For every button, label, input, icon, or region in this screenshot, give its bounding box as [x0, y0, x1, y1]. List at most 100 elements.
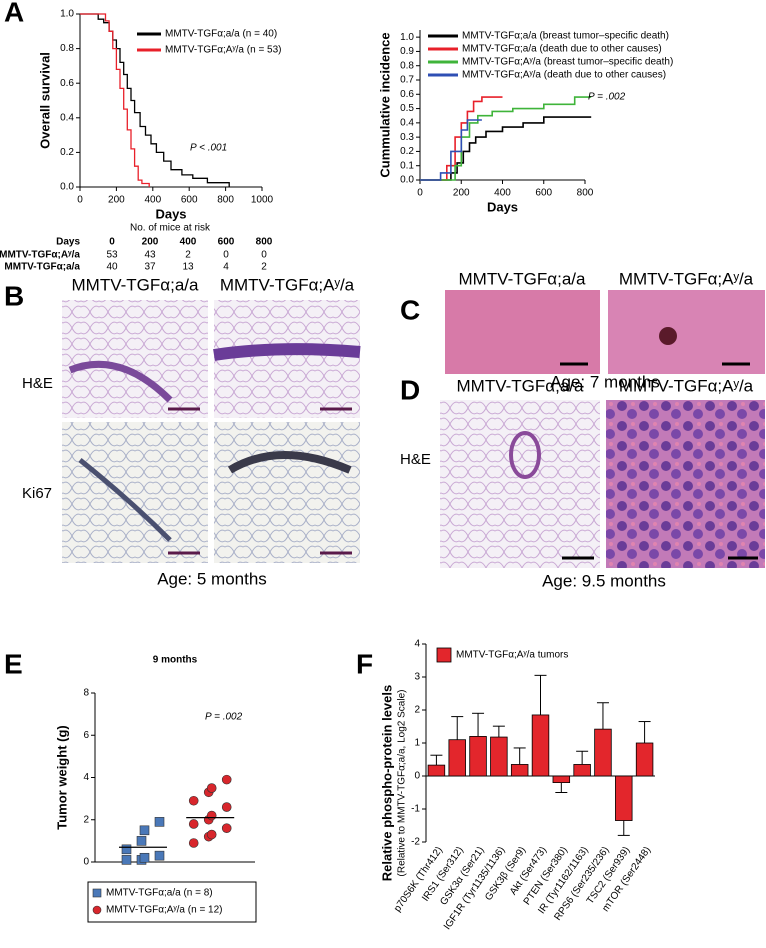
y-tick-label: 0.2 — [400, 146, 414, 157]
y-tick-label: -2 — [411, 837, 420, 848]
x-tick-label: 800 — [577, 188, 594, 199]
legend-label: MMTV-TGFα;Aʸ/a (n = 53) — [165, 45, 282, 56]
annotation: P = .002 — [205, 712, 243, 723]
risk-table-header: 600 — [218, 237, 235, 248]
column-heading: MMTV-TGFα;Aʸ/a — [619, 376, 754, 395]
x-tick-label: 0 — [417, 188, 423, 199]
histology-image — [440, 400, 600, 568]
y-tick-label: 0.5 — [400, 103, 414, 114]
survival-line — [420, 116, 592, 181]
annotation: P < .001 — [190, 143, 227, 154]
y-tick-label: 2 — [414, 705, 420, 716]
data-point — [206, 783, 217, 793]
survival-line — [80, 13, 230, 187]
survival-line — [80, 13, 150, 187]
y-tick-label: 8 — [83, 688, 89, 699]
data-point — [188, 795, 199, 806]
row-label: H&E — [400, 451, 431, 468]
x-axis-label: Days — [155, 206, 186, 221]
risk-table-cell: 40 — [106, 262, 118, 273]
data-point — [206, 810, 217, 821]
y-tick-label: -1 — [411, 804, 420, 815]
x-axis-label: Days — [487, 199, 518, 214]
risk-table-cell: 4 — [223, 262, 229, 273]
y-tick-label: 0.0 — [400, 175, 414, 186]
x-tick-label: 400 — [144, 195, 161, 206]
risk-table-cell: 43 — [144, 250, 156, 261]
bar — [531, 714, 550, 777]
risk-table-cell: 2 — [261, 262, 267, 273]
y-tick-label: 0 — [414, 771, 420, 782]
histology-duct — [213, 343, 361, 361]
data-point — [188, 819, 199, 829]
caption: Age: 7 months — [550, 372, 660, 391]
data-point — [136, 836, 147, 846]
legend-label: MMTV-TGFα;Aʸ/a tumors — [456, 650, 568, 661]
legend-label: MMTV-TGFα;a/a (breast tumor–specific dea… — [462, 31, 669, 42]
column-heading: MMTV-TGFα;Aʸ/a — [220, 275, 355, 294]
y-tick-label: 1.0 — [400, 32, 414, 43]
bar — [594, 728, 612, 777]
risk-table-header: Days — [56, 237, 80, 248]
panel-label: F — [356, 648, 373, 679]
y-tick-label: 0.6 — [60, 78, 74, 89]
data-point — [154, 850, 165, 861]
y-tick-label: 0.3 — [400, 132, 414, 143]
y-tick-label: 0.1 — [400, 160, 414, 171]
histology-duct — [509, 431, 541, 479]
row-label: H&E — [22, 375, 53, 392]
data-point — [221, 802, 232, 812]
legend-label: MMTV-TGFα;Aʸ/a (breast tumor–specific de… — [462, 57, 673, 68]
x-tick-label: 600 — [535, 188, 552, 199]
data-point — [121, 844, 132, 855]
risk-table-title: No. of mice at risk — [130, 223, 211, 234]
y-tick-label: 2 — [83, 814, 89, 825]
risk-table-header: 800 — [256, 237, 273, 248]
y-tick-label: 0.0 — [60, 182, 74, 193]
column-heading: MMTV-TGFα;a/a — [72, 275, 199, 294]
y-axis-sublabel: (Relative to MMTV-TGFα;a/a, Log2 Scale) — [397, 690, 408, 877]
legend-label: MMTV-TGFα;a/a (n = 8) — [106, 888, 213, 899]
panel-label: A — [4, 0, 24, 27]
x-tick-label: 800 — [217, 195, 234, 206]
histology-image — [214, 300, 360, 418]
data-point — [154, 817, 165, 827]
row-label: Ki67 — [22, 485, 52, 502]
data-point — [121, 855, 132, 865]
data-point — [221, 823, 232, 834]
histology-duct — [78, 458, 172, 542]
y-tick-label: 0.4 — [60, 112, 74, 123]
y-tick-label: 0.8 — [60, 43, 74, 54]
legend-label: MMTV-TGFα;a/a (death due to other causes… — [462, 44, 662, 55]
bar — [552, 775, 571, 783]
risk-table-cell: 0 — [223, 250, 229, 261]
data-point — [206, 829, 217, 840]
x-tick-label: 0 — [77, 195, 83, 206]
y-tick-label: 4 — [414, 639, 420, 650]
histology-duct — [227, 451, 352, 474]
x-tick-label: 200 — [453, 188, 470, 199]
risk-table-cell: 0 — [261, 250, 267, 261]
y-tick-label: 0.4 — [400, 117, 414, 128]
legend-swatch — [92, 888, 102, 898]
risk-table-header: 200 — [142, 237, 159, 248]
legend-label: MMTV-TGFα;Aʸ/a (death due to other cause… — [462, 70, 666, 81]
x-tick-label: 200 — [108, 195, 125, 206]
chart-title: 9 months — [153, 655, 198, 666]
column-heading: MMTV-TGFα;Aʸ/a — [619, 269, 754, 288]
x-tick-label: 600 — [181, 195, 198, 206]
bar — [427, 764, 446, 777]
caption: Age: 5 months — [157, 569, 267, 588]
histology-image — [62, 422, 208, 563]
annotation: P = .002 — [588, 92, 626, 103]
data-point — [139, 825, 150, 836]
y-tick-label: 4 — [83, 772, 89, 783]
legend-box — [87, 881, 257, 923]
y-tick-label: 0.7 — [400, 75, 414, 86]
tumor-nodule — [659, 327, 677, 345]
gross-image — [608, 290, 765, 374]
gross-image — [445, 290, 600, 374]
risk-table-cell: 2 — [185, 250, 191, 261]
y-axis-label: Tumor weight (g) — [54, 725, 69, 829]
